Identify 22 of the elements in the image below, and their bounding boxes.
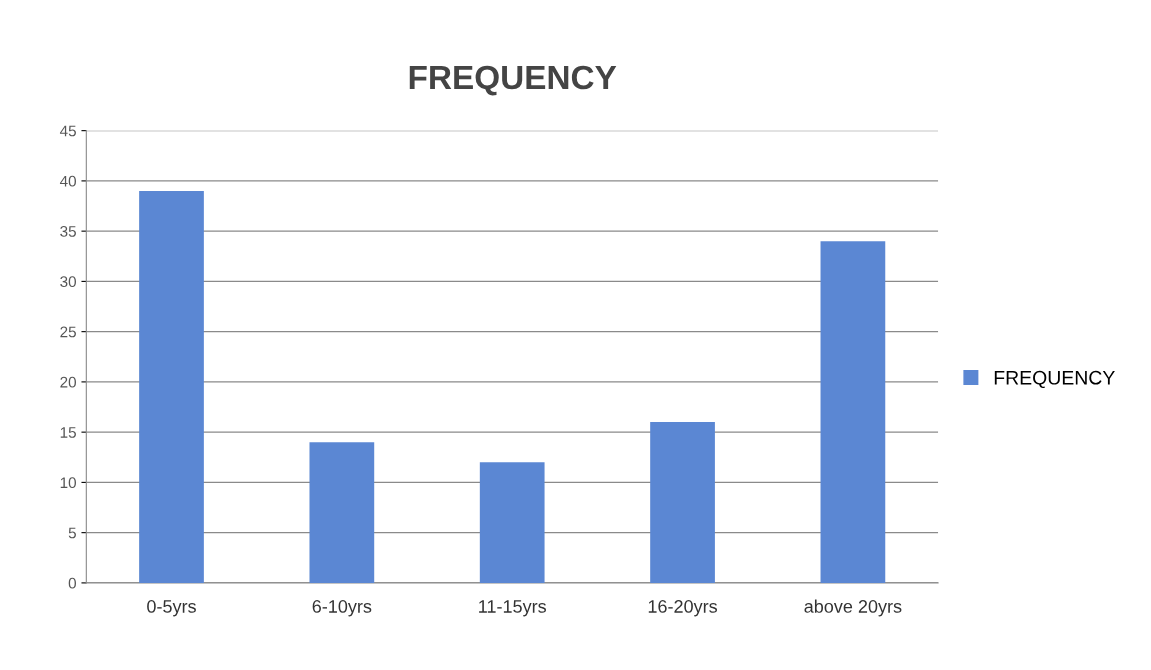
x-tick-label: above 20yrs — [804, 599, 902, 617]
bar — [139, 190, 204, 583]
y-tick-label: 25 — [60, 326, 76, 338]
y-tick-label: 45 — [59, 125, 76, 137]
x-tick-label: 16-20yrs — [648, 600, 718, 617]
chart-title: FREQUENCY — [409, 65, 617, 96]
y-tick-label: 20 — [60, 376, 77, 388]
bar — [479, 462, 545, 583]
x-tick-label: 0-5yrs — [147, 600, 196, 617]
y-tick-label: 0 — [68, 577, 77, 589]
x-tick-label: 6-10yrs — [312, 600, 372, 617]
y-tick-label: 5 — [68, 527, 76, 539]
bar — [650, 422, 715, 583]
bar — [309, 442, 375, 583]
y-tick-label: 15 — [60, 427, 76, 438]
y-tick-label: 30 — [60, 276, 77, 288]
x-tick-label: 11-15yrs — [479, 600, 546, 617]
legend-label: FREQUENCY — [994, 370, 1115, 389]
bar — [820, 241, 886, 583]
y-tick-label: 35 — [60, 226, 76, 237]
y-tick-label: 10 — [60, 477, 77, 489]
y-tick-label: 40 — [59, 175, 77, 187]
